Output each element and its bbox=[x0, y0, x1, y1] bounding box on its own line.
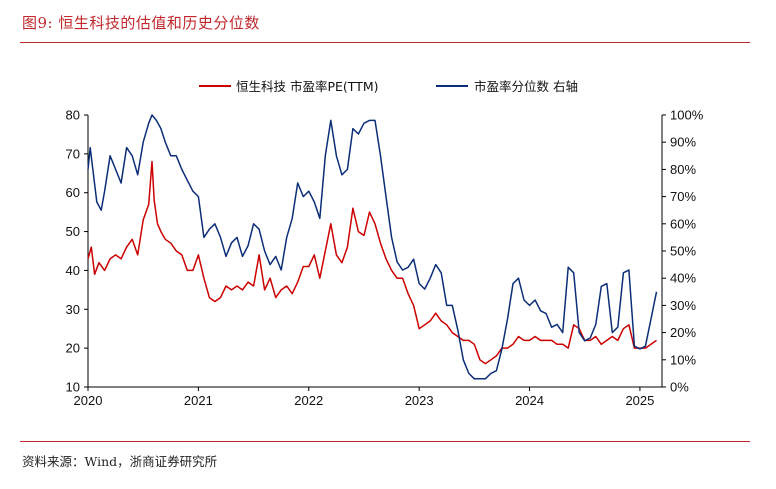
right-tick-label: 70% bbox=[670, 189, 696, 204]
axes: 10 20 30 40 50 60 70 80 0% 10% 20% 30% 40% 50% 60% 70% 8… bbox=[66, 108, 704, 409]
x-tick-label: 2021 bbox=[184, 393, 213, 408]
left-tick-label: 10 bbox=[66, 380, 80, 395]
left-tick-label: 30 bbox=[66, 302, 80, 317]
right-tick-label: 50% bbox=[670, 244, 696, 259]
right-tick-label: 10% bbox=[670, 352, 696, 367]
x-tick-label: 2020 bbox=[74, 393, 103, 408]
right-tick-label: 60% bbox=[670, 216, 696, 231]
series-line-2 bbox=[87, 114, 658, 380]
source-note: 资料来源：Wind，浙商证券研究所 bbox=[22, 454, 218, 469]
x-tick-label: 2024 bbox=[515, 393, 544, 408]
x-tick-label: 2023 bbox=[405, 393, 434, 408]
legend-label-1: 恒生科技 市盈率PE(TTM) bbox=[236, 79, 379, 94]
x-tick-label: 2025 bbox=[625, 393, 654, 408]
series-line-1 bbox=[87, 160, 657, 365]
plot-area bbox=[87, 114, 658, 380]
right-tick-label: 20% bbox=[670, 325, 696, 340]
right-tick-label: 100% bbox=[670, 108, 704, 123]
left-tick-label: 80 bbox=[66, 108, 80, 123]
left-tick-label: 60 bbox=[66, 185, 80, 200]
right-tick-label: 0% bbox=[670, 380, 689, 395]
legend-label-2: 市盈率分位数 右轴 bbox=[474, 79, 578, 94]
title-rule bbox=[20, 42, 750, 43]
right-tick-label: 40% bbox=[670, 271, 696, 286]
left-tick-label: 40 bbox=[66, 263, 80, 278]
right-tick-label: 30% bbox=[670, 298, 696, 313]
left-tick-label: 20 bbox=[66, 341, 80, 356]
right-tick-label: 80% bbox=[670, 162, 696, 177]
source-rule bbox=[20, 441, 750, 442]
left-tick-label: 70 bbox=[66, 146, 80, 161]
x-tick-label: 2022 bbox=[294, 393, 323, 408]
right-tick-label: 90% bbox=[670, 135, 696, 150]
left-tick-label: 50 bbox=[66, 224, 80, 239]
figure-title: 图9: 恒生科技的估值和历史分位数 bbox=[22, 14, 260, 32]
legend: 恒生科技 市盈率PE(TTM) 市盈率分位数 右轴 bbox=[199, 79, 578, 94]
